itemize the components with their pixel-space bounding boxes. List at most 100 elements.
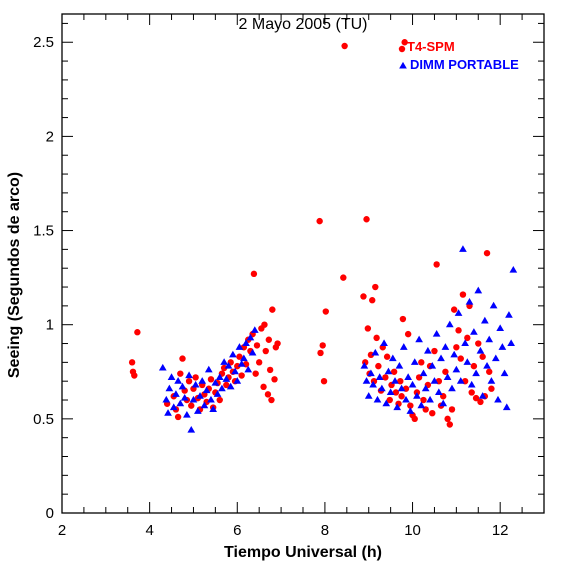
point-dimm-portable <box>231 367 239 375</box>
point-dimm-portable <box>360 362 369 369</box>
point-t4-spm <box>397 377 404 385</box>
point-t4-spm <box>450 306 458 313</box>
point-t4-spm <box>234 362 241 370</box>
point-dimm-portable <box>185 371 193 379</box>
point-t4-spm <box>207 376 215 383</box>
point-dimm-portable <box>198 377 207 384</box>
x-tick-label: 12 <box>492 522 509 539</box>
point-t4-spm <box>442 368 449 375</box>
point-t4-spm <box>392 389 400 396</box>
point-dimm-portable <box>384 367 393 375</box>
point-dimm-portable <box>421 384 430 392</box>
point-t4-spm <box>363 216 370 223</box>
point-t4-spm <box>382 374 389 381</box>
point-dimm-portable <box>388 354 397 362</box>
point-t4-spm <box>216 396 223 404</box>
point-t4-spm <box>475 340 482 347</box>
point-dimm-portable <box>393 403 402 411</box>
point-dimm-portable <box>224 362 233 369</box>
legend-label-t4-spm: T4-SPM <box>407 39 455 54</box>
point-dimm-portable <box>491 354 500 362</box>
point-t4-spm <box>431 347 438 355</box>
y-tick-label: 2.5 <box>33 34 54 51</box>
x-axis-title: Tiempo Universal (h) <box>224 544 382 561</box>
point-dimm-portable <box>178 382 187 390</box>
point-dimm-portable <box>509 265 518 273</box>
point-dimm-portable <box>391 377 399 384</box>
point-dimm-portable <box>437 354 445 362</box>
point-dimm-portable <box>375 373 384 380</box>
y-axis-title: Seeing (Segundos de arco) <box>6 172 23 378</box>
point-dimm-portable <box>196 392 204 399</box>
y-tick-label: 0 <box>46 505 54 522</box>
point-t4-spm <box>262 347 269 355</box>
point-t4-spm <box>274 340 281 347</box>
point-dimm-portable <box>483 362 491 369</box>
point-t4-spm <box>411 415 418 423</box>
point-dimm-portable <box>244 365 253 373</box>
point-t4-spm <box>128 359 136 366</box>
point-dimm-portable <box>187 426 196 433</box>
legend-label-dimm-portable: DIMM PORTABLE <box>410 57 519 72</box>
point-t4-spm <box>418 359 425 366</box>
point-t4-spm <box>174 413 182 421</box>
point-t4-spm <box>269 306 276 313</box>
legend: T4-SPM DIMM PORTABLE <box>398 39 519 72</box>
point-dimm-portable <box>465 297 474 305</box>
point-t4-spm <box>319 342 326 349</box>
point-t4-spm <box>404 330 412 338</box>
point-dimm-portable <box>382 399 391 407</box>
point-t4-spm <box>420 396 427 404</box>
point-dimm-portable <box>371 348 380 356</box>
point-dimm-portable <box>222 375 231 382</box>
point-dimm-portable <box>467 380 476 388</box>
point-dimm-portable <box>167 373 176 380</box>
point-t4-spm <box>446 421 453 428</box>
point-dimm-portable <box>233 377 242 384</box>
point-dimm-portable <box>202 386 211 394</box>
point-t4-spm <box>260 383 267 391</box>
point-dimm-portable <box>428 362 437 369</box>
point-dimm-portable <box>183 410 191 418</box>
point-dimm-portable <box>485 335 494 343</box>
point-t4-spm <box>236 353 243 360</box>
point-dimm-portable <box>213 390 222 397</box>
point-t4-spm <box>185 377 193 385</box>
point-dimm-portable <box>165 384 174 392</box>
point-dimm-portable <box>424 346 432 354</box>
point-t4-spm <box>238 372 245 379</box>
point-t4-spm <box>364 325 372 332</box>
point-t4-spm <box>367 351 375 359</box>
point-dimm-portable <box>426 395 434 403</box>
point-dimm-portable <box>496 324 505 331</box>
plot-frame <box>61 13 545 514</box>
point-t4-spm <box>444 415 451 423</box>
point-dimm-portable <box>218 384 226 392</box>
point-dimm-portable <box>386 388 395 396</box>
point-t4-spm <box>320 377 328 385</box>
point-dimm-portable <box>470 328 478 335</box>
point-t4-spm <box>188 402 195 409</box>
point-dimm-portable <box>239 354 248 362</box>
point-t4-spm <box>317 349 324 357</box>
point-t4-spm <box>488 385 495 392</box>
point-dimm-portable <box>456 377 465 384</box>
point-t4-spm <box>433 261 440 268</box>
point-dimm-portable <box>204 365 213 373</box>
point-t4-spm <box>383 353 391 360</box>
point-dimm-portable <box>413 392 421 399</box>
x-tick-label: 10 <box>404 522 421 539</box>
point-dimm-portable <box>169 403 178 411</box>
point-t4-spm <box>264 391 272 398</box>
y-tick-label: 1.5 <box>33 223 54 240</box>
point-dimm-portable <box>162 395 171 403</box>
point-dimm-portable <box>395 362 404 369</box>
point-dimm-portable <box>380 339 388 347</box>
point-dimm-portable <box>189 395 198 403</box>
point-dimm-portable <box>164 409 172 416</box>
point-dimm-portable <box>476 346 485 354</box>
point-dimm-portable <box>450 350 459 358</box>
point-t4-spm <box>261 321 268 328</box>
point-dimm-portable <box>498 343 507 350</box>
y-tick-label: 0.5 <box>33 411 54 428</box>
